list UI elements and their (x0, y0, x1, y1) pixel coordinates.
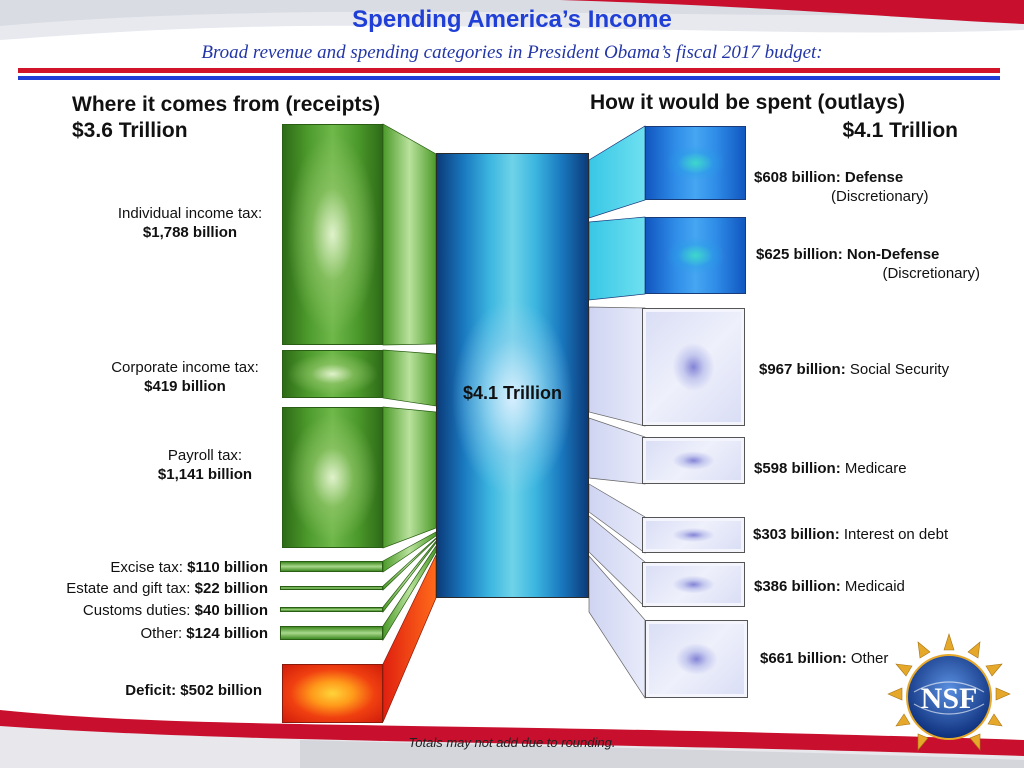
interest-box (642, 517, 745, 553)
customs-duties-box (280, 607, 383, 612)
connector-other-outlays (588, 555, 646, 700)
footnote: Totals may not add due to rounding. (408, 735, 616, 750)
connector-individual (382, 123, 437, 346)
nsf-logo-text: NSF (921, 682, 978, 715)
social-security-label: $967 billion: Social Security (759, 361, 950, 378)
other-outlays-label: $661 billion: Other (760, 650, 889, 667)
connector-social-security (588, 306, 646, 427)
connector-payroll (382, 406, 437, 549)
deficit-box (282, 664, 383, 723)
individual-income-tax-label: Individual income tax: $1,788 billion (117, 205, 263, 241)
interest-label: $303 billion: Interest on debt (753, 526, 949, 543)
estate-gift-tax-label: Estate and gift tax: $22 billion (66, 580, 268, 597)
medicare-box (642, 437, 745, 484)
page-title: Spending America’s Income (352, 6, 672, 33)
bottom-banner-swoosh (0, 710, 1024, 768)
red-rule (18, 68, 1000, 73)
connector-corporate (382, 349, 437, 407)
medicaid-label: $386 billion: Medicaid (754, 578, 905, 595)
connector-medicaid (588, 515, 646, 608)
page-subtitle: Broad revenue and spending categories in… (201, 42, 823, 63)
customs-duties-label: Customs duties: $40 billion (82, 602, 268, 619)
other-receipts-box (280, 626, 383, 640)
receipts-heading: Where it comes from (receipts) (72, 93, 381, 116)
connector-deficit (382, 554, 437, 723)
center-total-label: $4.1 Trillion (462, 383, 563, 403)
estate-gift-tax-box (280, 586, 383, 590)
excise-tax-label: Excise tax: $110 billion (110, 559, 268, 576)
medicare-label: $598 billion: Medicare (754, 460, 907, 477)
defense-label: $608 billion: Defense (Discretionary) (754, 169, 929, 205)
social-security-box (642, 308, 745, 426)
total-outlays-bar (436, 153, 589, 598)
payroll-tax-box (282, 407, 383, 548)
other-receipts-label: Other: $124 billion (140, 625, 268, 642)
medicaid-box (642, 562, 745, 607)
nondefense-box (645, 217, 746, 294)
deficit-label: Deficit: $502 billion (125, 682, 262, 699)
excise-tax-box (280, 561, 383, 572)
nondefense-label: $625 billion: Non-Defense (Discretionary… (756, 246, 980, 282)
corporate-income-tax-label: Corporate income tax: $419 billion (111, 359, 259, 395)
blue-rule (18, 76, 1000, 80)
outlays-heading: How it would be spent (outlays) (590, 91, 905, 114)
outlays-total: $4.1 Trillion (842, 119, 958, 142)
other-outlays-box (645, 620, 748, 698)
receipts-total: $3.6 Trillion (72, 119, 188, 142)
top-banner-swoosh (0, 0, 1024, 40)
connector-defense (588, 125, 646, 219)
payroll-tax-label: Payroll tax: $1,141 billion (157, 447, 253, 483)
individual-income-tax-box (282, 124, 383, 345)
connector-nondefense (588, 216, 646, 301)
corporate-income-tax-box (282, 350, 383, 398)
connector-interest (588, 483, 646, 554)
nsf-logo: NSF (887, 632, 1011, 751)
connector-medicare (588, 417, 646, 485)
defense-box (645, 126, 746, 200)
